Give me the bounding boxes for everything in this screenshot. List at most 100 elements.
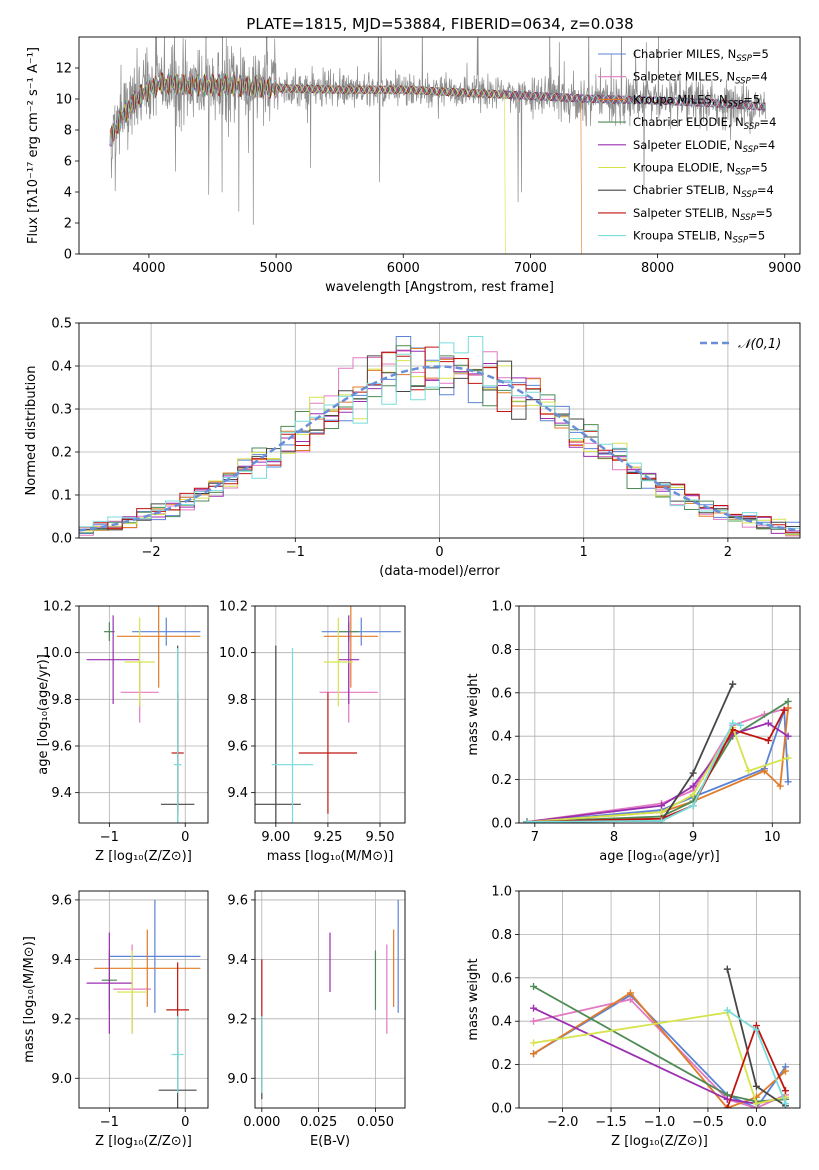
y-tick-label: 0.4	[491, 730, 512, 745]
point-kroupa-elodie	[116, 950, 148, 1034]
y-tick-label: 0.0	[51, 532, 72, 547]
legend-nssp-value: 5	[762, 47, 769, 61]
x-tick-label: −2	[142, 545, 161, 560]
series-salpeter-miles	[523, 704, 792, 823]
series-line	[533, 1011, 786, 1105]
x-tick-label: 4000	[132, 261, 165, 276]
data-point	[723, 965, 731, 973]
x-tick-label: −1.5	[595, 1115, 627, 1130]
legend-model-name: Salpeter ELODIE	[633, 138, 727, 152]
x-axis-label: E(B-V)	[310, 1134, 350, 1149]
data-point	[530, 1004, 538, 1012]
legend-model-name: Salpeter MILES	[633, 70, 719, 84]
y-tick-label: 0.4	[51, 360, 72, 375]
legend-label: Chabrier ELODIE, NSSP=4	[633, 115, 776, 132]
y-tick-label: 9.4	[227, 953, 248, 968]
x-axis-label: (data-model)/error	[379, 564, 500, 579]
y-tick-label: 9.0	[51, 1072, 72, 1087]
x-tick-label: 0.000	[243, 1115, 280, 1130]
x-tick-label: −1	[100, 1115, 119, 1130]
data-point	[784, 704, 792, 712]
x-tick-label: 9000	[768, 261, 801, 276]
plot-area	[261, 899, 399, 1100]
grid	[79, 605, 208, 823]
legend: 𝒩(0,1)	[700, 337, 781, 352]
legend-nssp-value: 5	[760, 161, 767, 175]
y-tick-label: 2	[64, 217, 72, 232]
data-point	[745, 767, 753, 775]
y-tick-label: 0.6	[491, 971, 512, 986]
series-salpeter-stelib	[723, 1022, 789, 1108]
data-point	[689, 791, 697, 799]
x-tick-label: 7000	[514, 261, 547, 276]
x-tick-label: 2	[724, 545, 732, 560]
data-point	[657, 808, 665, 816]
legend-model-name: Chabrier ELODIE	[633, 115, 728, 129]
data-point	[737, 721, 745, 729]
figure-title: PLATE=1815, MJD=53884, FIBERID=0634, z=0…	[246, 15, 633, 33]
legend-nssp-value: 4	[768, 138, 775, 152]
plot-area	[523, 680, 792, 823]
grid	[519, 605, 800, 824]
x-tick-label: 6000	[387, 261, 420, 276]
data-point	[776, 782, 784, 790]
legend-model-name: Salpeter STELIB	[633, 206, 724, 220]
point-chabrier-miles	[321, 617, 401, 646]
model-salpeter-stelib	[110, 72, 766, 144]
plot-area	[86, 606, 201, 823]
data-point	[657, 817, 665, 823]
axes-frame	[518, 605, 801, 824]
x-tick-label: 0	[435, 545, 443, 560]
x-tick-label: 9.00	[261, 830, 290, 845]
y-tick-label: 1.0	[491, 885, 512, 900]
legend-nssp-value: 5	[753, 92, 760, 106]
data-point	[530, 1050, 538, 1058]
data-point	[723, 1006, 731, 1014]
y-tick-label: 9.8	[51, 693, 72, 708]
y-tick-label: 9.6	[51, 740, 72, 755]
series-kroupa-miles	[530, 989, 789, 1108]
x-tick-label: 7	[531, 830, 539, 845]
data-point	[781, 1067, 789, 1075]
axes-frame	[78, 890, 209, 1109]
y-axis-label: mass weight	[466, 673, 481, 755]
y-tick-label: 0.5	[51, 317, 72, 332]
y-tick-label: 0.4	[491, 1015, 512, 1030]
legend-label: Salpeter ELODIE, NSSP=4	[633, 138, 775, 155]
y-tick-label: 9.2	[51, 1012, 72, 1027]
panel-mass-vs-Z: −1 0 9.0 9.2 9.4 9.6 Z [log₁₀(Z/Z⊙)] mass [log₁…	[22, 890, 209, 1149]
y-tick-label: 0.6	[491, 686, 512, 701]
data-point	[764, 737, 772, 745]
plot-area	[255, 606, 401, 823]
legend-label: 𝒩(0,1)	[738, 337, 781, 352]
x-tick-label: 0.050	[357, 1115, 394, 1130]
legend-label: Kroupa MILES, NSSP=5	[633, 92, 760, 109]
point-kroupa-elodie	[323, 617, 353, 707]
data-point	[689, 802, 697, 810]
panel-age-vs-mass: 9.00 9.25 9.50 9.4 9.6 9.8 10.0 10.2 mass [log₁₀…	[219, 600, 406, 864]
y-tick-label: 9.6	[227, 893, 248, 908]
point-kroupa-miles	[94, 929, 201, 1007]
y-axis-label: Flux [fλ10⁻¹⁷ erg cm⁻² s⁻¹ A⁻¹]	[26, 47, 41, 244]
y-axis-label: age [log₁₀(age/yr)]	[36, 654, 51, 775]
data-point	[781, 1087, 789, 1095]
y-tick-label: 0.8	[491, 643, 512, 658]
y-tick-label: 0.1	[51, 489, 72, 504]
x-tick-label: 0	[181, 1115, 189, 1130]
y-tick-label: 10	[55, 93, 72, 108]
axes-frame	[78, 322, 801, 539]
axes-frame	[254, 890, 406, 1109]
legend-nssp-value: 4	[767, 183, 774, 197]
x-tick-label: 10	[764, 830, 781, 845]
legend: Chabrier MILES, NSSP=5 Salpeter MILES, NS…	[598, 47, 776, 246]
y-tick-label: 9.6	[51, 893, 72, 908]
data-point	[784, 732, 792, 740]
model-kroupa-stelib	[110, 72, 766, 146]
model-chabrier-elodie	[110, 73, 766, 146]
panel-mass-vs-EBV: 0.000 0.025 0.050 9.0 9.2 9.4 9.6 E(B-V)	[227, 890, 406, 1149]
legend-model-name: Chabrier STELIB	[633, 183, 725, 197]
residual-hist-kroupa-stelib	[79, 336, 800, 529]
y-axis-label: mass [log₁₀(M/M⊙)]	[22, 936, 37, 1063]
point-salpeter-elodie	[86, 615, 140, 704]
